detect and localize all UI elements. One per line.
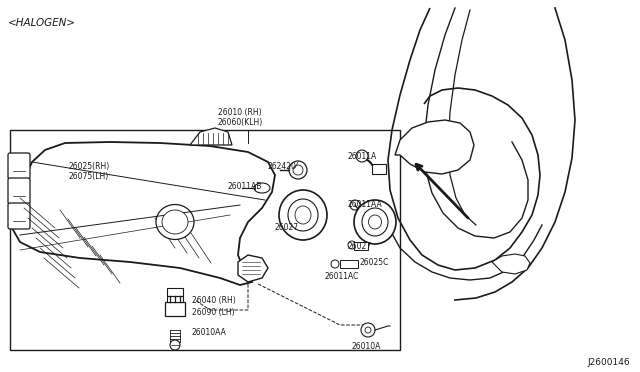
Text: 26011A: 26011A	[348, 152, 377, 161]
Text: 26010A: 26010A	[352, 342, 381, 351]
Text: 26011AB: 26011AB	[228, 182, 262, 191]
Text: J2600146: J2600146	[588, 358, 630, 367]
Text: 26025C: 26025C	[360, 258, 389, 267]
Bar	[167, 288, 183, 302]
Circle shape	[348, 241, 356, 249]
Text: 262420: 262420	[268, 162, 297, 171]
Circle shape	[361, 323, 375, 337]
Bar	[165, 302, 185, 316]
Text: 26025(RH): 26025(RH)	[68, 162, 109, 171]
FancyBboxPatch shape	[8, 203, 30, 229]
Text: <HALOGEN>: <HALOGEN>	[8, 18, 76, 28]
Ellipse shape	[156, 205, 194, 240]
Polygon shape	[395, 120, 474, 174]
Text: 26040 (RH): 26040 (RH)	[192, 296, 236, 305]
Bar	[354, 242, 368, 250]
Ellipse shape	[362, 208, 388, 236]
Text: 26010AA: 26010AA	[192, 328, 227, 337]
Text: 26027: 26027	[275, 223, 299, 232]
Circle shape	[350, 200, 360, 210]
Text: 26075(LH): 26075(LH)	[68, 172, 108, 181]
Text: 26011AA: 26011AA	[348, 200, 383, 209]
Text: 26090 (LH): 26090 (LH)	[192, 308, 235, 317]
Ellipse shape	[369, 215, 381, 229]
Circle shape	[170, 340, 180, 350]
Ellipse shape	[288, 199, 318, 231]
FancyBboxPatch shape	[372, 164, 386, 174]
Circle shape	[289, 161, 307, 179]
Ellipse shape	[254, 183, 270, 193]
Circle shape	[365, 327, 371, 333]
Circle shape	[293, 165, 303, 175]
Text: 26027: 26027	[348, 242, 372, 251]
Circle shape	[331, 260, 339, 268]
Polygon shape	[190, 128, 232, 145]
FancyBboxPatch shape	[357, 209, 373, 219]
FancyBboxPatch shape	[8, 178, 30, 204]
Ellipse shape	[295, 206, 311, 224]
Polygon shape	[238, 255, 268, 282]
Circle shape	[356, 150, 368, 162]
Ellipse shape	[354, 200, 396, 244]
Ellipse shape	[162, 210, 188, 234]
Text: 26010 (RH): 26010 (RH)	[218, 108, 262, 117]
Bar	[340, 260, 358, 268]
Ellipse shape	[279, 190, 327, 240]
Polygon shape	[492, 254, 530, 274]
Bar	[10, 130, 400, 350]
FancyBboxPatch shape	[8, 153, 30, 179]
Polygon shape	[12, 142, 275, 285]
Text: 26060(KLH): 26060(KLH)	[218, 118, 263, 127]
Text: 26011AC: 26011AC	[325, 272, 360, 281]
